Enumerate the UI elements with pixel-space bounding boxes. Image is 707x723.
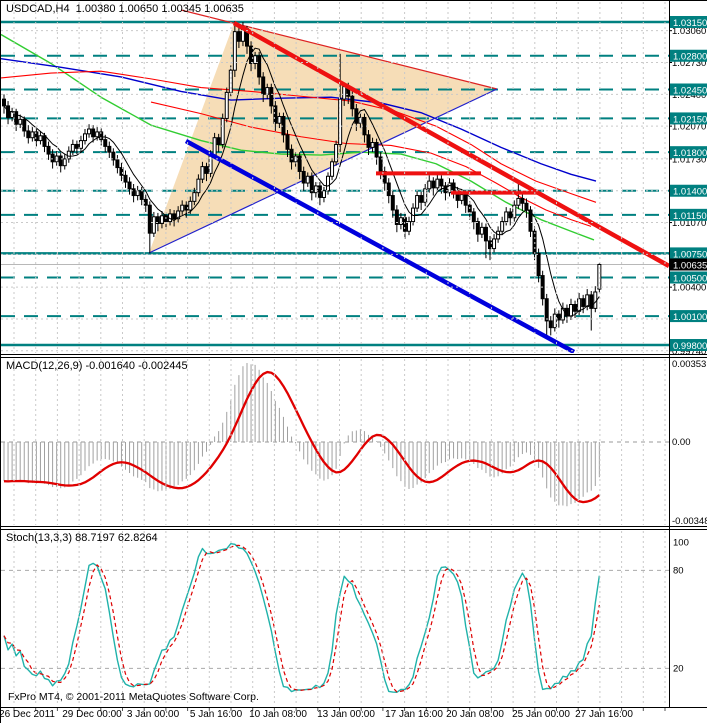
time-axis-label: 3 Jan 00:00 [126, 709, 180, 720]
price-level-badge-text: 0.99800 [673, 341, 707, 352]
price-tick-label: 1.01730 [672, 154, 706, 165]
current-price-badge [670, 258, 707, 271]
current-price-badge-text: 1.00635 [673, 260, 707, 271]
trendline-red-thick[interactable] [232, 21, 669, 268]
price-level-badge [670, 16, 707, 28]
stoch-panel[interactable] [1, 542, 669, 693]
price-tick-label: 1.00400 [672, 283, 706, 294]
price-level-badge [670, 184, 707, 197]
price-tick-label: 0.99740 [672, 346, 706, 357]
axis-label: 0.00 [672, 437, 691, 448]
price-level-badge-text: 1.02450 [673, 85, 707, 96]
price-tick-label: 1.03060 [672, 26, 706, 37]
triangle-upper-edge[interactable] [180, 9, 498, 90]
triangle-lower-edge[interactable] [148, 88, 498, 254]
ma-green [1, 33, 595, 241]
price-level-badge [670, 247, 707, 260]
price-level-badge-text: 1.01150 [673, 211, 707, 222]
stoch-scale-label: 20 [673, 663, 684, 674]
macd-signal-line [3, 370, 601, 504]
triangle-pattern-fill[interactable] [149, 23, 497, 253]
price-level-badge [670, 271, 707, 284]
ma-blue [1, 57, 597, 182]
copyright-text: FxPro MT4, © 2001-2011 MetaQuotes Softwa… [8, 691, 259, 703]
price-level-badge-text: 1.00750 [673, 249, 707, 260]
main-chart-panel[interactable] [1, 9, 669, 353]
time-axis[interactable]: 26 Dec 2011 29 Dec 00:00 3 Jan 00:00 5 Jan … [1, 708, 707, 723]
time-axis-label: 20 Jan 08:00 [446, 709, 504, 720]
time-axis-label: 10 Jan 08:00 [249, 709, 307, 720]
price-level-badge [670, 310, 707, 323]
time-axis-label: 17 Jan 16:00 [385, 709, 443, 720]
time-axis-label: 29 Dec 00:00 [62, 709, 122, 720]
ma-black-fast [3, 47, 600, 317]
price-level-badge [670, 146, 707, 159]
price-level-badge [670, 112, 707, 125]
price-level-badge-text: 1.01800 [673, 148, 707, 159]
price-tick-label: 1.02070 [672, 122, 706, 133]
price-level-badge [670, 339, 707, 352]
stoch-scale-label: 100 [673, 538, 689, 549]
price-tick-label: 1.01070 [672, 218, 706, 229]
time-axis-label: 25 Jan 00:00 [512, 709, 570, 720]
trendline-blue-thick[interactable] [184, 139, 576, 353]
window-frame [1, 1, 707, 708]
time-axis-label: 5 Jan 16:00 [189, 709, 243, 720]
axis-label: 0.00353 [672, 359, 706, 370]
price-level-badge [670, 208, 707, 221]
ma-red-fast [150, 101, 592, 227]
time-axis-label: 26 Dec 2011 [0, 709, 55, 720]
stoch-scale-label: 80 [673, 565, 684, 576]
price-level-badge-text: 1.00100 [673, 312, 707, 323]
grid-lines [1, 2, 669, 711]
price-level-badge-text: 1.02150 [673, 114, 707, 125]
stoch-d-line [3, 544, 600, 693]
price-level-badge-text: 1.01400 [673, 187, 707, 198]
time-axis-label: 27 Jan 16:00 [575, 709, 633, 720]
price-level-badge-text: 1.02800 [673, 52, 707, 63]
axis-label: -0.00348 [672, 516, 707, 527]
time-axis-label: 13 Jan 00:00 [317, 709, 375, 720]
price-level-badge [670, 49, 707, 62]
price-axis[interactable]: 0.00353 0.00 -0.00348 100 80 20 1.03060 1.02730… [669, 16, 707, 674]
price-tick-label: 1.02730 [672, 58, 706, 69]
price-level-badge-text: 1.00500 [673, 274, 707, 285]
price-level-badge-text: 1.03150 [673, 18, 707, 29]
stoch-k-line [3, 542, 601, 693]
price-level-badge [670, 83, 707, 96]
